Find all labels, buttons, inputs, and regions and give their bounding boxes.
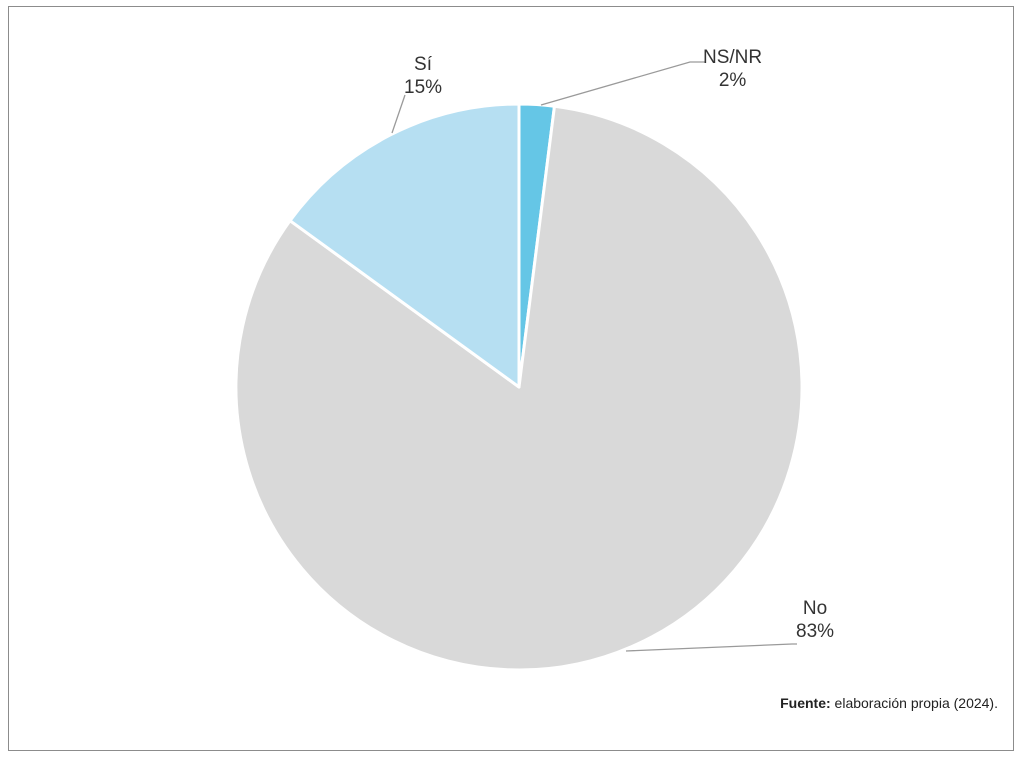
source-note: Fuente: elaboración propia (2024). xyxy=(780,695,998,711)
slice-label-nsnr-name: NS/NR xyxy=(703,47,763,68)
slice-label-no-percent: 83% xyxy=(796,621,835,642)
leader-slice-no xyxy=(625,643,797,652)
slice-label-no: No 83% xyxy=(796,597,834,643)
pie-slices xyxy=(234,102,804,672)
source-text: elaboración propia (2024). xyxy=(830,695,998,711)
slice-label-si-name: Sí xyxy=(414,54,432,75)
slice-label-si: Sí 15% xyxy=(404,53,442,99)
slice-label-si-percent: 15% xyxy=(404,77,443,98)
source-prefix: Fuente: xyxy=(780,695,831,711)
chart-frame xyxy=(8,6,1014,751)
slice-label-no-name: No xyxy=(802,598,828,619)
slice-label-nsnr: NS/NR 2% xyxy=(703,46,762,92)
chart-frame-bottom xyxy=(8,734,1014,751)
leader-slice-si xyxy=(391,94,406,134)
slice-si xyxy=(288,102,521,389)
slice-label-nsnr-percent: 2% xyxy=(718,70,747,91)
leader-slice-nsnr xyxy=(540,61,706,106)
leader-lines xyxy=(391,61,797,652)
